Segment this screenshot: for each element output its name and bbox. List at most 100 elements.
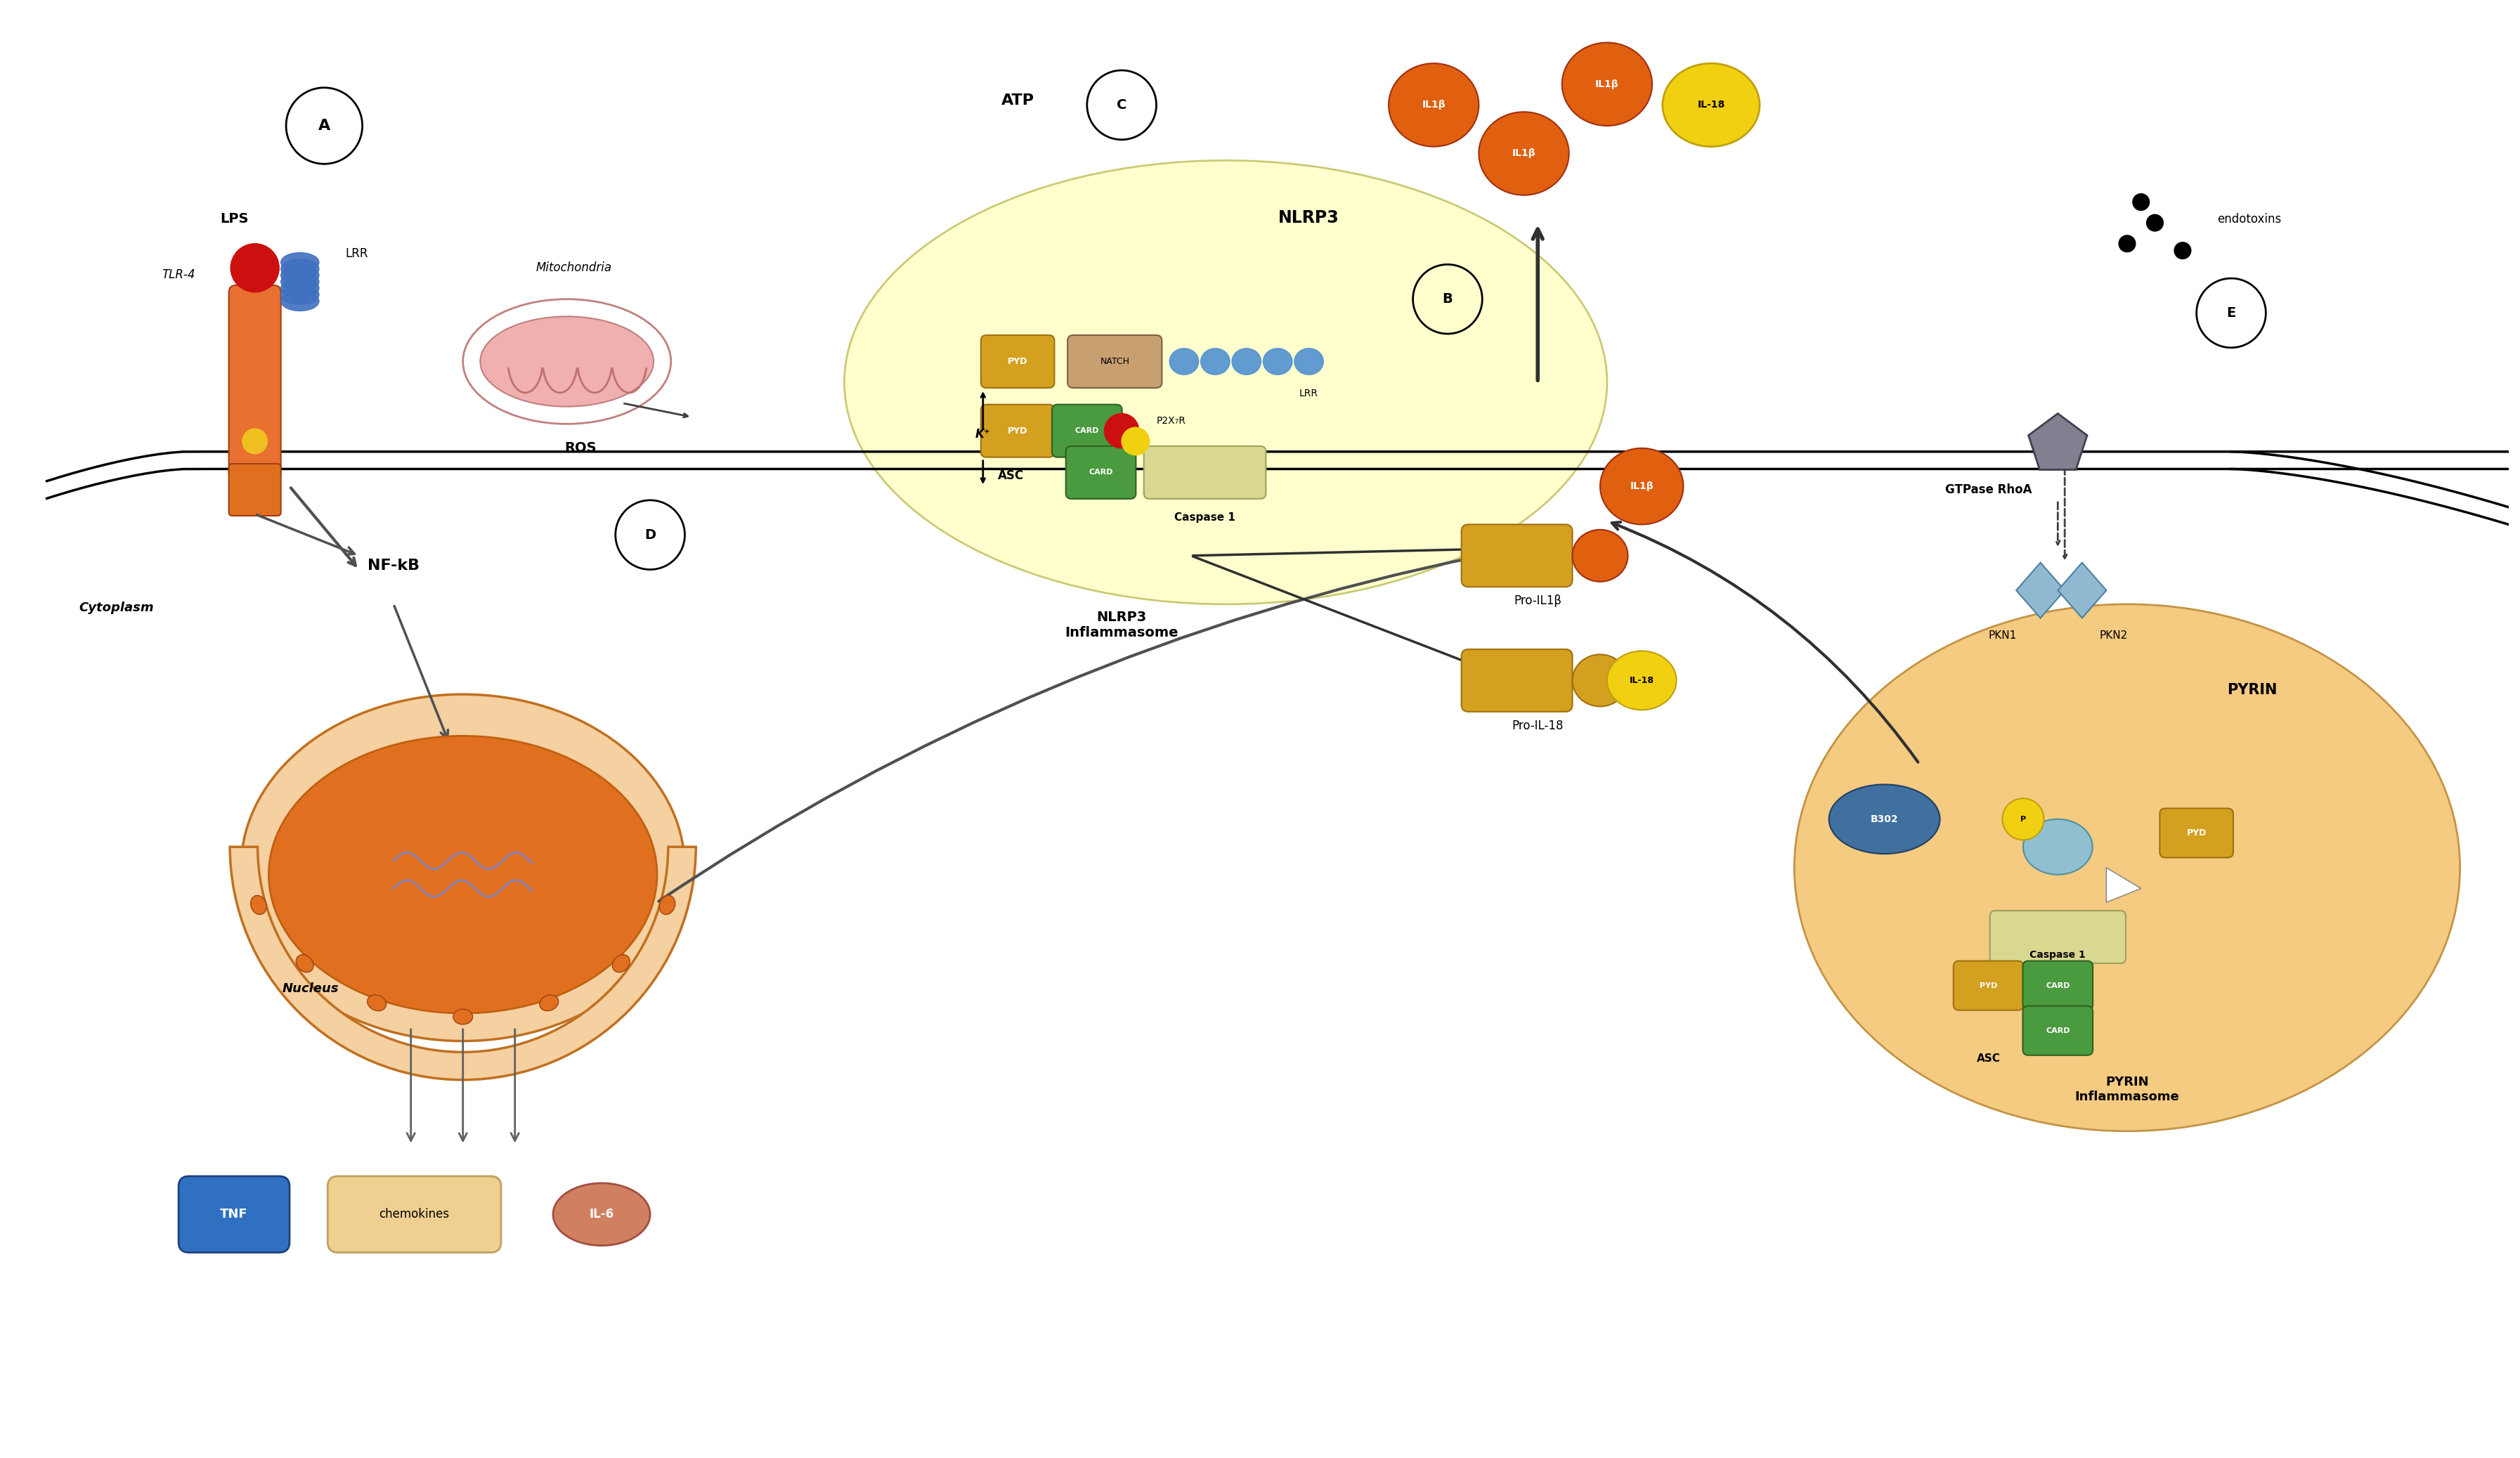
Ellipse shape [1794, 604, 2460, 1131]
Ellipse shape [295, 955, 312, 972]
Ellipse shape [1572, 529, 1628, 582]
Text: PKN1: PKN1 [1988, 630, 2016, 642]
Ellipse shape [249, 895, 267, 914]
Text: CARD: CARD [1074, 427, 1099, 434]
Text: IL-18: IL-18 [1696, 101, 1724, 109]
Ellipse shape [1169, 348, 1200, 375]
FancyBboxPatch shape [1068, 335, 1162, 388]
Text: IL1β: IL1β [1595, 79, 1618, 89]
Text: D: D [645, 528, 655, 541]
Ellipse shape [660, 895, 675, 914]
Ellipse shape [1663, 63, 1759, 147]
Text: IL1β: IL1β [1630, 481, 1653, 491]
Text: IL1β: IL1β [1421, 101, 1444, 109]
Text: B: B [1441, 293, 1452, 306]
Ellipse shape [280, 252, 320, 273]
Text: chemokines: chemokines [378, 1209, 449, 1220]
Text: Nucleus: Nucleus [282, 983, 338, 996]
Ellipse shape [1389, 63, 1479, 147]
Ellipse shape [552, 1182, 650, 1245]
Ellipse shape [1200, 348, 1230, 375]
Text: Mitochondria: Mitochondria [537, 261, 612, 274]
FancyBboxPatch shape [1462, 649, 1572, 712]
Circle shape [2132, 194, 2150, 210]
Ellipse shape [1232, 348, 1260, 375]
Text: A: A [318, 118, 330, 133]
Ellipse shape [481, 316, 653, 407]
Ellipse shape [280, 278, 320, 297]
Ellipse shape [1608, 652, 1676, 710]
Ellipse shape [280, 284, 320, 305]
Text: CARD: CARD [2046, 1026, 2069, 1034]
Text: IL1β: IL1β [1512, 149, 1535, 159]
Ellipse shape [280, 273, 320, 292]
Text: PYRIN
Inflammasome: PYRIN Inflammasome [2074, 1076, 2180, 1104]
FancyBboxPatch shape [2021, 1006, 2092, 1056]
FancyBboxPatch shape [980, 335, 1053, 388]
Text: PYD: PYD [1008, 357, 1028, 366]
Text: Caspase 1: Caspase 1 [2029, 951, 2084, 959]
Text: Pro-IL1β: Pro-IL1β [1515, 595, 1562, 607]
FancyBboxPatch shape [1988, 911, 2124, 964]
Ellipse shape [454, 1009, 471, 1025]
Text: NF-kB: NF-kB [368, 558, 418, 573]
Text: ATP: ATP [1000, 93, 1033, 108]
FancyBboxPatch shape [2160, 808, 2233, 857]
Text: K⁺: K⁺ [975, 429, 990, 440]
FancyBboxPatch shape [1066, 446, 1137, 499]
Ellipse shape [1479, 112, 1567, 195]
Text: LRR: LRR [1298, 388, 1318, 398]
Polygon shape [2016, 563, 2064, 618]
Ellipse shape [1830, 784, 1940, 854]
Text: CARD: CARD [2046, 983, 2069, 989]
Ellipse shape [1600, 448, 1683, 525]
Ellipse shape [464, 299, 670, 424]
FancyBboxPatch shape [328, 1177, 501, 1252]
Ellipse shape [280, 292, 320, 311]
Ellipse shape [1572, 655, 1628, 707]
FancyBboxPatch shape [229, 464, 280, 516]
Text: PYD: PYD [1978, 983, 1996, 989]
Ellipse shape [1263, 348, 1293, 375]
Circle shape [1121, 427, 1149, 455]
FancyBboxPatch shape [2021, 961, 2092, 1010]
Text: NLRP3
Inflammasome: NLRP3 Inflammasome [1063, 611, 1177, 640]
Circle shape [229, 243, 280, 292]
Text: P: P [2019, 815, 2026, 822]
Polygon shape [2107, 868, 2139, 903]
Circle shape [2175, 242, 2190, 260]
Text: C: C [1116, 98, 1126, 112]
Circle shape [2119, 235, 2134, 252]
Polygon shape [2029, 414, 2087, 469]
Text: PYD: PYD [2185, 828, 2205, 837]
Ellipse shape [539, 994, 559, 1010]
Text: ASC: ASC [1976, 1053, 2001, 1064]
Text: TNF: TNF [219, 1209, 247, 1220]
Text: NATCH: NATCH [1099, 357, 1129, 366]
Text: IL-6: IL-6 [590, 1209, 615, 1220]
Text: IL-18: IL-18 [1628, 677, 1653, 685]
Wedge shape [229, 847, 696, 1080]
Text: B302: B302 [1870, 814, 1898, 824]
Ellipse shape [270, 736, 658, 1013]
Ellipse shape [368, 994, 386, 1010]
Text: Cytoplasm: Cytoplasm [78, 601, 154, 614]
FancyBboxPatch shape [1144, 446, 1265, 499]
Text: Caspase 1: Caspase 1 [1174, 513, 1235, 523]
Text: P2X₇R: P2X₇R [1157, 416, 1184, 426]
Ellipse shape [844, 160, 1608, 604]
Text: E: E [2225, 306, 2235, 319]
Text: endotoxins: endotoxins [2218, 213, 2281, 226]
Ellipse shape [280, 260, 320, 278]
FancyBboxPatch shape [1953, 961, 2024, 1010]
Text: ROS: ROS [564, 442, 597, 455]
Text: PYRIN: PYRIN [2225, 684, 2276, 697]
Ellipse shape [280, 265, 320, 284]
Circle shape [242, 429, 267, 453]
Ellipse shape [2024, 819, 2092, 875]
FancyBboxPatch shape [229, 286, 280, 480]
Circle shape [1104, 414, 1139, 448]
Text: NLRP3: NLRP3 [1278, 210, 1338, 226]
Polygon shape [2056, 563, 2107, 618]
Text: PKN2: PKN2 [2099, 630, 2127, 642]
